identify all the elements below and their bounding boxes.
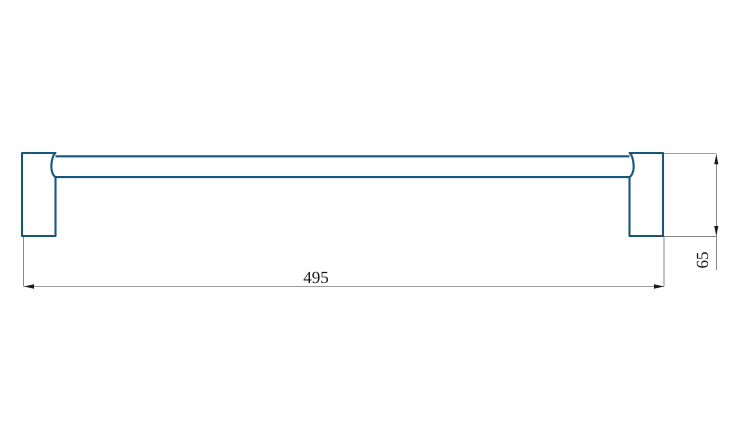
svg-text:65: 65 bbox=[693, 252, 712, 269]
svg-text:495: 495 bbox=[303, 268, 329, 287]
